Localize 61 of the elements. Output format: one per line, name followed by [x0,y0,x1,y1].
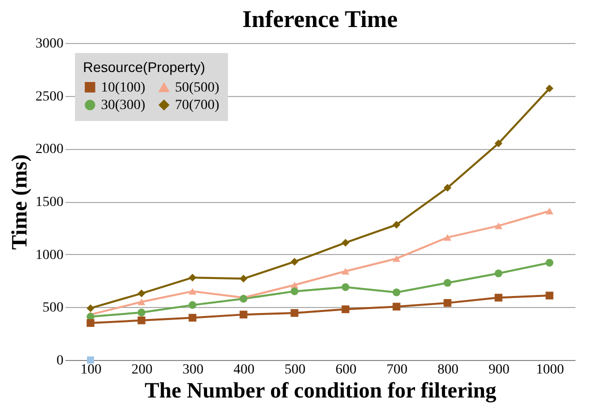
point [86,356,94,364]
x-tick-label: 700 [386,362,408,378]
point [546,292,554,300]
point [188,301,196,309]
point [494,294,502,302]
point [494,140,502,148]
point [138,290,146,298]
y-tick-label: 3000 [36,36,64,52]
point [546,258,554,267]
point [86,319,94,327]
legend-label: 50(500) [175,80,220,96]
x-tick-label: 100 [80,362,102,378]
point [494,222,502,230]
point [290,258,298,266]
point [342,305,350,314]
x-tick-label: 800 [438,362,458,378]
point [138,316,146,324]
y-tick-label: 1500 [36,195,64,210]
point [392,220,400,229]
legend-label: 10(100) [101,80,146,96]
chart-title: Inference Time [242,7,398,33]
point [86,304,94,312]
point [444,279,452,287]
point [342,238,350,247]
y-axis-title: Time (ms) [6,154,32,250]
y-tick-label: 2500 [36,89,64,104]
x-tick-label: 500 [284,362,306,378]
point [392,288,400,296]
legend-label: 30(300) [101,98,146,113]
x-tick-label: 400 [234,362,254,378]
x-tick-label: 900 [488,362,510,378]
x-tick-label: 600 [336,362,356,378]
y-tick-label: 2000 [36,142,64,158]
y-tick-label: 500 [42,300,64,316]
point [138,298,146,306]
point [138,308,146,316]
point [188,314,196,322]
point [342,268,350,275]
point [240,310,248,318]
y-tick-label: 1000 [36,248,64,263]
point [392,302,400,311]
x-tick-label: 200 [132,362,152,378]
point [494,269,502,278]
point [342,283,350,291]
point [188,274,196,282]
point [188,288,196,295]
point [444,234,452,241]
point [290,309,298,317]
point [546,84,554,92]
x-tick-label: 300 [182,362,204,378]
y-tick-label: 0 [56,354,64,368]
point [392,255,400,262]
point [444,299,452,307]
legend-label: 70(700) [175,98,220,113]
legend-title: Resource(Property) [83,59,206,75]
x-tick-label: 1000 [536,362,564,378]
point [290,287,298,296]
point [546,208,554,214]
point [444,184,452,192]
point [240,274,248,283]
x-axis-title: The Number of condition for filtering [144,378,496,402]
